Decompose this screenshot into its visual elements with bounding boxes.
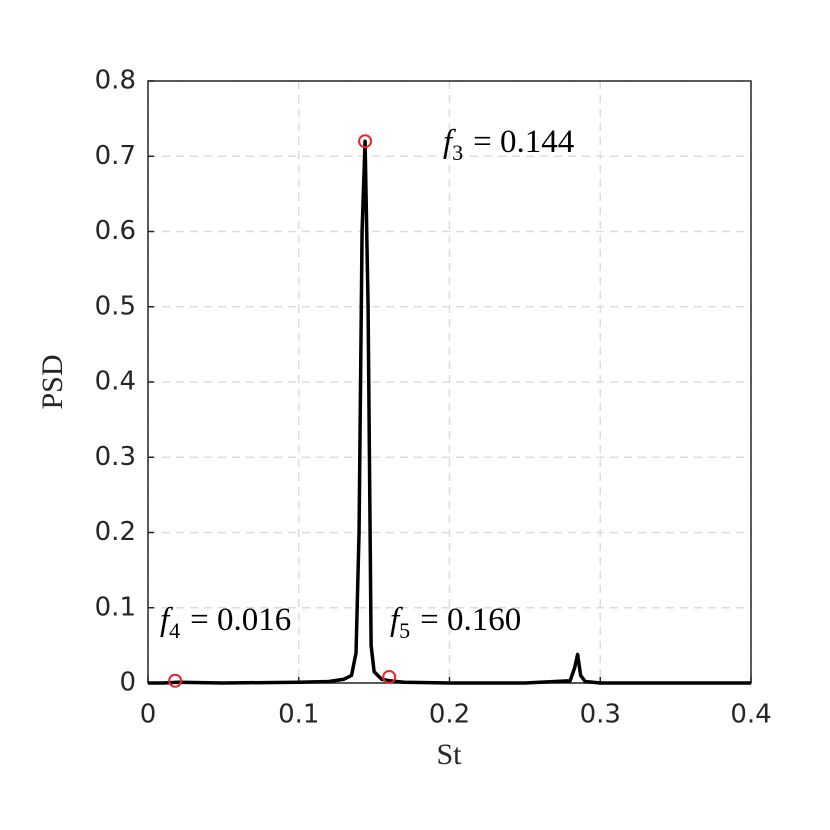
annotation-text: = 0.144 xyxy=(473,124,574,160)
annotation: f4 = 0.016 xyxy=(160,602,291,643)
annotation-sub: 4 xyxy=(169,618,180,643)
x-tick-label: 0 xyxy=(140,700,157,730)
x-tick-label: 0.3 xyxy=(580,700,621,730)
peak-marker xyxy=(382,669,397,684)
peak-marker xyxy=(358,134,373,149)
peak-marker xyxy=(168,673,183,688)
x-axis-label: St xyxy=(436,738,462,771)
y-tick-label: 0 xyxy=(119,668,136,698)
x-tick-label: 0.1 xyxy=(278,700,319,730)
y-tick-label: 0.4 xyxy=(95,367,136,397)
y-tick-label: 0.5 xyxy=(95,291,136,321)
annotation-text: = 0.160 xyxy=(420,602,521,638)
y-tick-label: 0.6 xyxy=(95,216,136,246)
y-tick-label: 0.1 xyxy=(95,592,136,622)
x-tick-label: 0.4 xyxy=(730,700,771,730)
x-tick-label: 0.2 xyxy=(429,700,470,730)
annotation-sub: 5 xyxy=(399,618,410,643)
annotation: f5 = 0.160 xyxy=(390,602,521,643)
psd-line xyxy=(148,139,751,685)
y-axis-label: PSD xyxy=(36,354,69,409)
annotation-sub: 3 xyxy=(452,140,463,165)
y-tick-label: 0.7 xyxy=(95,141,136,171)
y-tick-label: 0.8 xyxy=(95,66,136,96)
annotation-text: = 0.016 xyxy=(190,602,291,638)
y-tick-label: 0.3 xyxy=(95,442,136,472)
y-tick-label: 0.2 xyxy=(95,517,136,547)
